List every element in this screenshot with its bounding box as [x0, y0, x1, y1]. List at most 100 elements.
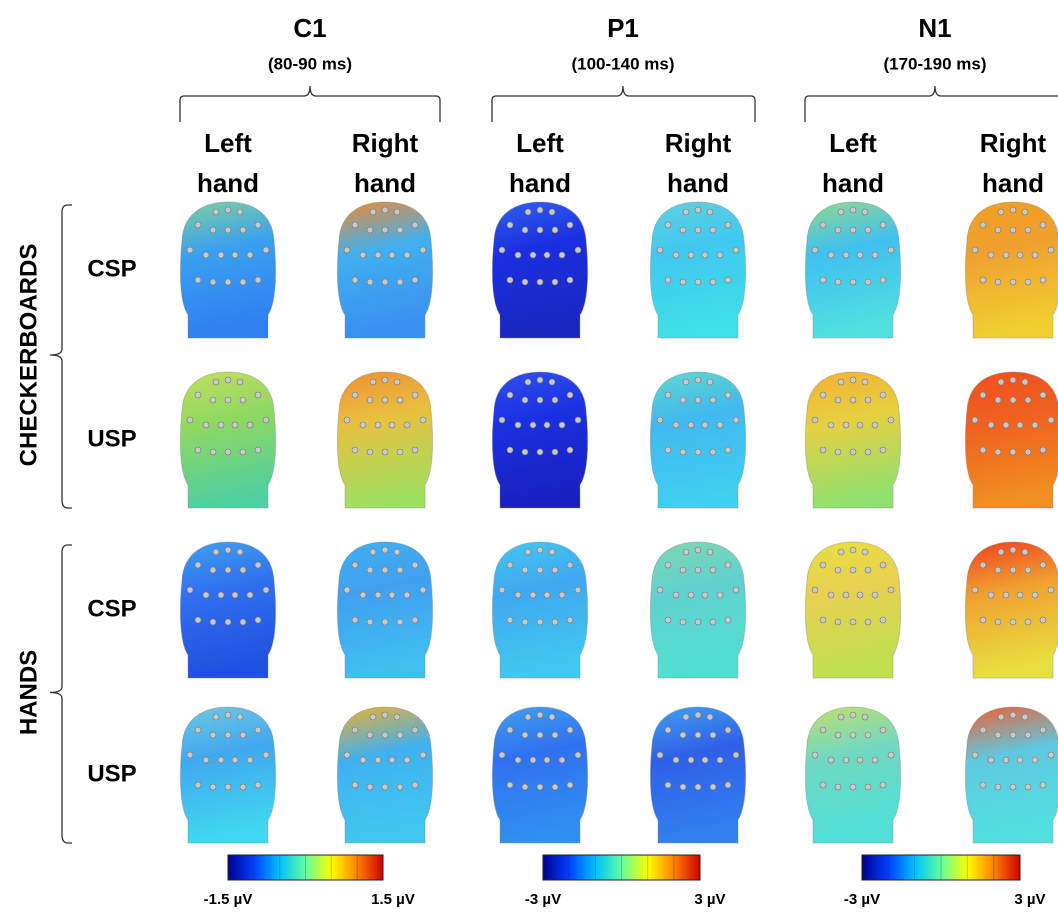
electrode	[1010, 449, 1016, 455]
electrode	[352, 782, 358, 788]
electrode	[1010, 784, 1016, 790]
group-label: CHECKERBOARDS	[15, 244, 42, 467]
head-map	[492, 202, 587, 338]
electrode	[828, 252, 834, 258]
electrode	[515, 252, 521, 258]
electrode	[665, 617, 671, 623]
electrode	[530, 592, 536, 598]
electrode	[710, 732, 716, 738]
electrode	[1048, 587, 1054, 593]
component-title: P1	[607, 13, 639, 43]
electrode	[247, 592, 253, 598]
electrode	[865, 567, 871, 573]
electrode	[240, 732, 246, 738]
electrode	[820, 727, 826, 733]
electrode	[820, 222, 826, 228]
electrode	[688, 422, 694, 428]
electrode	[998, 549, 1004, 555]
electrode	[1022, 209, 1028, 215]
electrode	[695, 397, 701, 403]
electrode	[225, 567, 231, 573]
electrode	[835, 619, 841, 625]
electrode	[507, 617, 513, 623]
electrode	[404, 252, 410, 258]
electrode	[710, 619, 716, 625]
electrode	[880, 447, 886, 453]
electrode	[880, 277, 886, 283]
electrode	[812, 752, 818, 758]
head-map	[337, 707, 432, 843]
hand-label: Left	[204, 128, 252, 158]
electrode	[370, 714, 376, 720]
electrode	[1032, 252, 1038, 258]
head-map	[650, 202, 745, 338]
electrode	[850, 279, 856, 285]
electrode	[344, 247, 350, 253]
electrode	[389, 252, 395, 258]
electrode	[1022, 714, 1028, 720]
electrode	[1010, 619, 1016, 625]
electrode	[998, 379, 1004, 385]
electrode	[1048, 752, 1054, 758]
electrode	[1032, 592, 1038, 598]
electrode	[522, 227, 528, 233]
electrode	[695, 712, 701, 718]
electrode	[412, 447, 418, 453]
electrode	[360, 757, 366, 763]
electrode	[657, 247, 663, 253]
electrode	[549, 714, 555, 720]
electrode	[420, 587, 426, 593]
electrode	[880, 782, 886, 788]
electrode	[972, 417, 978, 423]
electrode	[880, 222, 886, 228]
electrode	[499, 587, 505, 593]
electrode	[552, 784, 558, 790]
electrode	[865, 732, 871, 738]
electrode	[680, 449, 686, 455]
electrode	[1048, 417, 1054, 423]
electrode	[972, 247, 978, 253]
electrode	[1010, 397, 1016, 403]
electrode	[232, 252, 238, 258]
electrode	[988, 592, 994, 598]
electrode	[382, 732, 388, 738]
row-label: USP	[87, 760, 136, 787]
electrode	[389, 757, 395, 763]
electrode	[707, 714, 713, 720]
electrode	[702, 422, 708, 428]
electrode	[988, 422, 994, 428]
electrode	[1003, 757, 1009, 763]
electrode	[499, 247, 505, 253]
electrode	[237, 209, 243, 215]
electrode	[865, 449, 871, 455]
electrode	[838, 714, 844, 720]
electrode	[247, 252, 253, 258]
electrode	[537, 227, 543, 233]
electrode	[695, 377, 701, 383]
hand-label: Right	[665, 128, 732, 158]
electrode	[695, 567, 701, 573]
electrode	[680, 279, 686, 285]
electrode	[567, 392, 573, 398]
electrode	[375, 252, 381, 258]
electrode	[552, 619, 558, 625]
electrode	[872, 252, 878, 258]
electrode	[835, 227, 841, 233]
brace	[492, 86, 755, 122]
electrode	[567, 727, 573, 733]
electrode	[1003, 252, 1009, 258]
electrode	[850, 377, 856, 383]
electrode	[530, 757, 536, 763]
electrode	[255, 617, 261, 623]
electrode	[1025, 279, 1031, 285]
electrode	[397, 619, 403, 625]
electrode	[812, 247, 818, 253]
electrode	[394, 209, 400, 215]
electrode	[673, 252, 679, 258]
electrode	[537, 449, 543, 455]
electrode	[702, 592, 708, 598]
electrode	[995, 619, 1001, 625]
electrode	[838, 379, 844, 385]
electrode	[397, 397, 403, 403]
electrode	[995, 279, 1001, 285]
